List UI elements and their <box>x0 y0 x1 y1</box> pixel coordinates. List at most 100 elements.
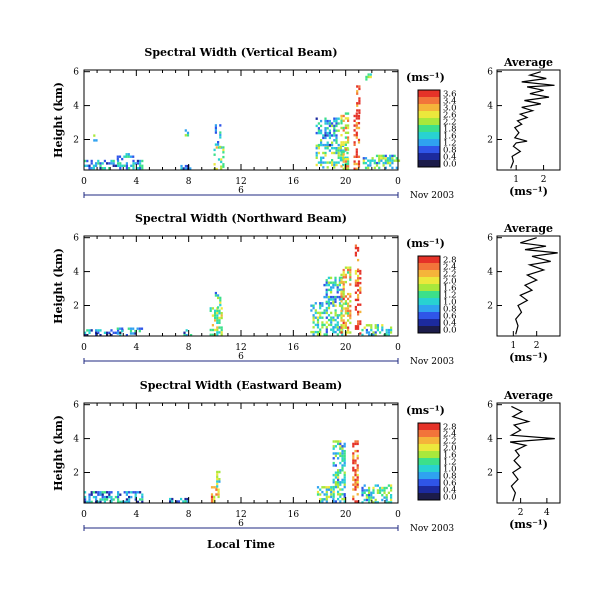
heatmap-cell <box>210 493 214 496</box>
heatmap-cell <box>355 126 358 130</box>
heatmap-cell <box>333 124 336 128</box>
heatmap-cell <box>367 164 370 167</box>
heatmap-cell <box>340 292 343 296</box>
heatmap-cell <box>86 334 89 337</box>
heatmap-cell <box>216 312 219 315</box>
colorbar-swatch <box>418 90 440 98</box>
heatmap-cell <box>211 328 214 332</box>
heatmap-cell <box>136 159 139 163</box>
heatmap-cell <box>340 165 343 168</box>
date-marker: 6 <box>238 519 244 529</box>
heatmap-cell <box>352 478 355 482</box>
heatmap-cell <box>183 334 186 337</box>
heatmap-cell <box>129 332 133 335</box>
heatmap-cell <box>327 276 330 280</box>
heatmap-cell <box>325 500 328 503</box>
heatmap-cell <box>364 161 368 165</box>
colorbar-swatch <box>418 125 440 133</box>
heatmap-cell <box>342 150 345 154</box>
heatmap-cell <box>136 327 139 330</box>
heatmap-cell <box>321 500 324 503</box>
heatmap-cell <box>370 496 373 499</box>
heatmap-cell <box>340 114 343 118</box>
heatmap-cell <box>342 288 345 291</box>
heatmap-cell <box>134 329 137 333</box>
heatmap-cell <box>335 134 338 137</box>
heatmap-cell <box>340 134 343 137</box>
heatmap-cell <box>375 154 379 158</box>
heatmap-cell <box>343 483 346 486</box>
heatmap-cell <box>316 333 320 336</box>
heatmap-cell <box>325 293 328 296</box>
x-tick-label: 0 <box>81 510 87 520</box>
heatmap-cell <box>349 300 352 303</box>
heatmap-cell <box>357 162 361 166</box>
heatmap-cell <box>328 161 331 164</box>
heatmap-cell <box>325 288 328 292</box>
heatmap-cell <box>356 442 359 446</box>
heatmap-cell <box>389 154 392 158</box>
heatmap-cell <box>339 471 342 474</box>
heatmap-cell <box>92 164 95 167</box>
heatmap-cell <box>132 159 135 163</box>
heatmap-cell <box>316 486 320 489</box>
heatmap-cell <box>117 498 120 501</box>
heatmap-cell <box>125 155 128 158</box>
colorbar-swatch <box>418 305 440 313</box>
heatmap-cell <box>118 155 122 158</box>
heatmap-cell <box>325 300 328 304</box>
heatmap-cell <box>180 167 183 170</box>
heatmap-cell <box>321 321 324 324</box>
heatmap-cell <box>99 500 102 504</box>
heatmap-cell <box>323 311 326 315</box>
heatmap-cell <box>358 87 361 91</box>
heatmap-cell <box>117 329 120 332</box>
heatmap-cell <box>325 498 328 501</box>
heatmap-cell <box>376 328 379 332</box>
heatmap-cell <box>324 127 327 130</box>
heatmap-cell <box>112 159 115 163</box>
heatmap-cell <box>343 473 346 477</box>
heatmap-cell <box>184 129 187 132</box>
heatmap-cell <box>341 459 344 462</box>
heatmap-cell <box>356 92 359 95</box>
heatmap-cell <box>328 143 331 147</box>
heatmap-cell <box>106 498 109 501</box>
heatmap-cell <box>211 314 214 317</box>
heatmap-cell <box>371 159 374 162</box>
heatmap-cell <box>386 159 390 162</box>
heatmap-cell <box>324 161 327 164</box>
heatmap-cell <box>322 136 325 140</box>
colorbar-swatch <box>418 291 440 299</box>
heatmap-cell <box>334 445 337 448</box>
profile-x-tick-label: 2 <box>534 341 540 351</box>
heatmap-cell <box>357 293 360 297</box>
colorbar-swatch <box>418 451 440 459</box>
heatmap-cell <box>114 164 117 167</box>
heatmap-cell <box>332 447 335 450</box>
profile-frame <box>496 69 561 171</box>
heatmap-cell <box>84 159 87 163</box>
heatmap-cell <box>341 457 344 460</box>
heatmap-cell <box>315 154 318 157</box>
heatmap-cell <box>97 331 100 334</box>
heatmap-cell <box>390 326 393 329</box>
heatmap-cell <box>336 328 339 331</box>
heatmap-cell <box>368 496 371 499</box>
heatmap-cell <box>341 466 344 470</box>
heatmap-cell <box>315 147 318 150</box>
heatmap-cell <box>381 498 384 502</box>
heatmap-cell <box>129 329 133 333</box>
heatmap-cell <box>353 114 356 118</box>
heatmap-cell <box>347 165 350 168</box>
heatmap-cell <box>84 500 87 504</box>
heatmap-cell <box>95 491 98 494</box>
heatmap-cell <box>312 304 315 307</box>
heatmap-cell <box>97 162 100 165</box>
heatmap-cell <box>361 491 364 494</box>
heatmap-cell <box>342 163 345 167</box>
colorbar-frame <box>417 89 441 168</box>
heatmap-cell <box>347 119 350 122</box>
heatmap-cell <box>213 486 216 489</box>
